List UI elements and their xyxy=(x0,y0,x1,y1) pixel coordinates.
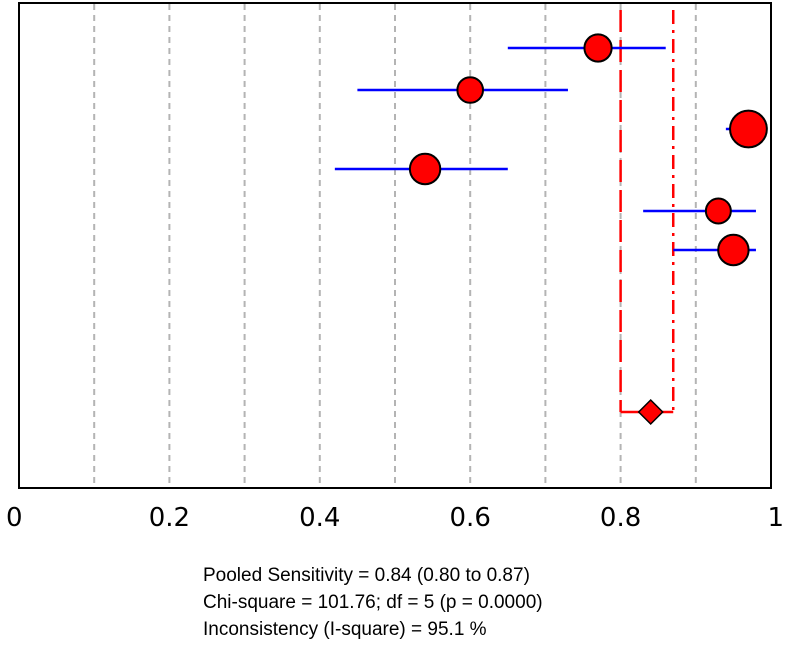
x-tick-label: 0 xyxy=(6,503,23,533)
chi-square-text: Chi-square = 101.76; df = 5 (p = 0.0000) xyxy=(203,592,543,613)
study-estimates xyxy=(334,33,768,267)
x-axis-tick-labels: 0 0.2 0.4 0.6 0.8 1 xyxy=(6,503,784,533)
study-estimate-marker xyxy=(729,109,768,149)
study-estimate-marker xyxy=(456,76,485,104)
inconsistency-text: Inconsistency (I-square) = 95.1 % xyxy=(203,619,487,640)
study-estimate-marker xyxy=(717,233,750,267)
pooled-estimate-diamond xyxy=(637,398,664,426)
x-tick-label: 0.8 xyxy=(600,503,641,533)
x-tick-label: 1 xyxy=(767,503,784,533)
pooled-sensitivity-text: Pooled Sensitivity = 0.84 (0.80 to 0.87) xyxy=(203,565,530,586)
x-tick-label: 0.6 xyxy=(450,503,491,533)
study-estimate-marker xyxy=(704,197,732,225)
x-tick-label: 0.4 xyxy=(299,503,340,533)
pooled-statistics: Pooled Sensitivity = 0.84 (0.80 to 0.87)… xyxy=(203,562,543,643)
study-estimate-marker xyxy=(408,152,442,186)
x-tick-label: 0.2 xyxy=(149,503,190,533)
study-estimate-marker xyxy=(583,33,613,63)
pooled-estimate-group xyxy=(619,10,675,426)
forest-plot: 0 0.2 0.4 0.6 0.8 1 xyxy=(6,2,784,533)
